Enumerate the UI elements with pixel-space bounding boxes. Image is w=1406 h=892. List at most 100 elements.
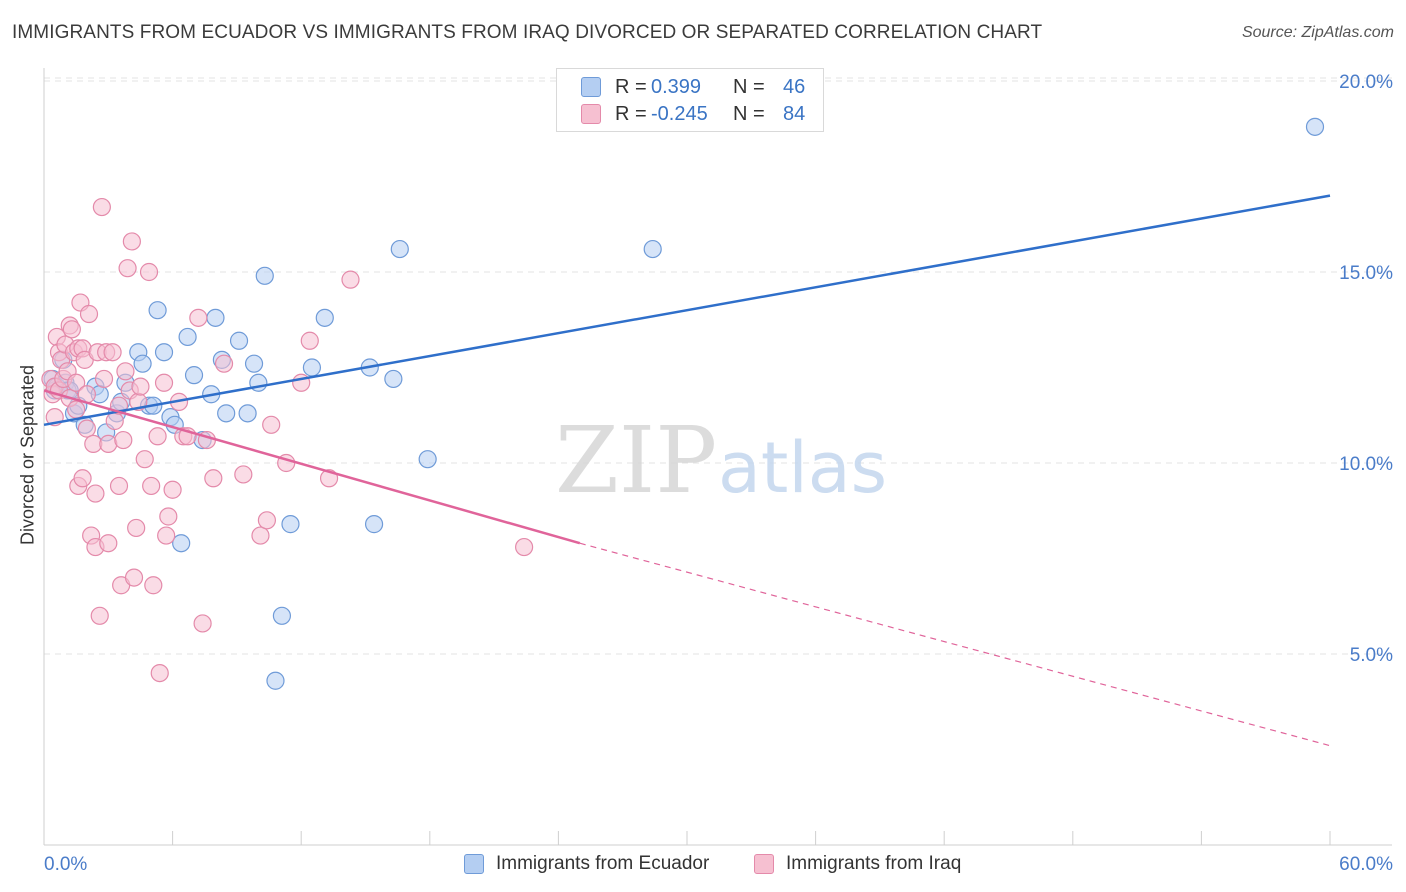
source-label: Source: ZipAtlas.com xyxy=(1241,24,1394,41)
legend-n-label: N = xyxy=(733,75,765,98)
data-point-iraq xyxy=(124,568,144,587)
legend-row-ecuador: R = 0.399 N = 46 xyxy=(581,75,805,99)
data-point-ecuador xyxy=(154,343,174,362)
data-point-ecuador xyxy=(217,404,236,423)
data-point-iraq xyxy=(257,511,277,530)
data-point-ecuador xyxy=(418,450,437,469)
data-point-ecuador xyxy=(133,354,152,373)
data-point-iraq xyxy=(118,259,137,278)
data-point-iraq xyxy=(139,262,159,282)
data-point-ecuador xyxy=(266,671,285,690)
data-point-iraq xyxy=(515,537,534,557)
axes xyxy=(43,68,1392,846)
data-point-iraq xyxy=(99,434,118,453)
data-point-iraq xyxy=(105,411,124,431)
data-point-ecuador xyxy=(244,354,264,373)
data-point-iraq xyxy=(341,270,360,289)
legend-n-label: N = xyxy=(733,102,765,125)
y-tick-label: 15.0% xyxy=(1339,263,1393,284)
bottom-legend-swatch-iraq xyxy=(754,854,774,874)
data-point-iraq xyxy=(77,419,96,438)
data-point-iraq xyxy=(116,362,135,381)
data-point-iraq xyxy=(159,507,178,526)
legend-r-value-ecuador: 0.399 xyxy=(651,75,702,98)
y-tick-label: 10.0% xyxy=(1339,454,1393,475)
tick-labels: 5.0% 10.0% 15.0% 20.0% 0.0% 60.0% xyxy=(44,72,1393,875)
data-point-iraq xyxy=(189,308,208,327)
trend-line-iraq-extension xyxy=(579,542,1331,747)
data-point-iraq xyxy=(142,476,161,496)
data-point-ecuador xyxy=(206,308,225,327)
data-point-iraq xyxy=(157,526,176,545)
correlation-legend: R = 0.399 N = 46 R = -0.245 N = 84 xyxy=(556,68,824,132)
legend-swatch-ecuador xyxy=(581,77,601,97)
legend-n-value-iraq: 84 xyxy=(783,102,806,125)
data-point-iraq xyxy=(251,526,270,545)
data-point-ecuador xyxy=(390,239,409,259)
trend-line-iraq xyxy=(43,389,581,545)
trend-line-ecuador xyxy=(43,194,1331,427)
legend-r-label: R = xyxy=(615,75,647,98)
data-point-ecuador xyxy=(229,331,249,350)
data-point-iraq xyxy=(90,606,109,625)
data-point-ecuador xyxy=(643,239,662,259)
legend-n-value-ecuador: 46 xyxy=(783,75,806,98)
data-point-iraq xyxy=(122,232,141,251)
data-point-iraq xyxy=(114,430,133,450)
trend-lines xyxy=(43,194,1331,747)
data-point-iraq xyxy=(150,663,169,683)
data-point-iraq xyxy=(204,469,223,488)
bottom-legend-iraq: Immigrants from Iraq xyxy=(754,851,961,877)
legend-row-iraq: R = -0.245 N = 84 xyxy=(581,102,805,126)
data-point-ecuador xyxy=(1305,117,1325,136)
x-tick-label: 60.0% xyxy=(1339,854,1393,875)
legend-r-value-iraq: -0.245 xyxy=(651,102,708,125)
data-point-iraq xyxy=(99,534,118,553)
data-point-iraq xyxy=(103,343,122,362)
x-tick-label: 0.0% xyxy=(44,854,87,875)
bottom-legend-ecuador: Immigrants from Ecuador xyxy=(464,851,709,877)
data-point-iraq xyxy=(135,450,154,469)
data-point-iraq xyxy=(79,304,99,324)
series-ecuador-points xyxy=(43,117,1325,690)
data-point-ecuador xyxy=(172,534,191,553)
legend-r-label: R = xyxy=(615,102,647,125)
data-point-ecuador xyxy=(302,358,322,377)
watermark-atlas: atlas xyxy=(718,427,887,509)
data-point-iraq xyxy=(154,373,174,392)
data-point-iraq xyxy=(94,369,114,389)
data-point-iraq xyxy=(73,469,92,488)
data-point-ecuador xyxy=(315,308,334,327)
data-point-ecuador xyxy=(384,369,403,389)
chart-title: IMMIGRANTS FROM ECUADOR VS IMMIGRANTS FR… xyxy=(12,22,1043,43)
data-point-iraq xyxy=(163,480,182,499)
bottom-legend-label-ecuador: Immigrants from Ecuador xyxy=(496,853,710,874)
watermark-zip: ZIP xyxy=(555,407,717,514)
data-point-iraq xyxy=(214,354,234,373)
data-point-ecuador xyxy=(272,606,292,625)
y-tick-label: 20.0% xyxy=(1339,72,1393,93)
data-point-iraq xyxy=(234,465,253,484)
data-point-ecuador xyxy=(184,366,204,385)
data-point-ecuador xyxy=(178,327,197,347)
legend-swatch-iraq xyxy=(581,104,601,124)
data-point-ecuador xyxy=(238,404,257,423)
bottom-legend-swatch-ecuador xyxy=(464,854,484,874)
bottom-legend-label-iraq: Immigrants from Iraq xyxy=(786,853,962,874)
data-point-iraq xyxy=(86,484,105,503)
data-point-iraq xyxy=(144,576,163,595)
data-point-iraq xyxy=(67,373,86,392)
data-point-iraq xyxy=(109,476,129,496)
data-point-iraq xyxy=(67,400,86,419)
data-point-ecuador xyxy=(148,301,167,320)
series-iraq-points xyxy=(41,197,534,683)
data-point-iraq xyxy=(92,197,111,217)
y-tick-label: 5.0% xyxy=(1350,645,1393,666)
data-point-iraq xyxy=(193,614,212,633)
data-point-iraq xyxy=(127,518,146,538)
data-point-iraq xyxy=(62,320,81,339)
data-point-ecuador xyxy=(255,266,274,285)
data-point-iraq xyxy=(148,427,167,446)
watermark: ZIP atlas xyxy=(555,407,887,514)
